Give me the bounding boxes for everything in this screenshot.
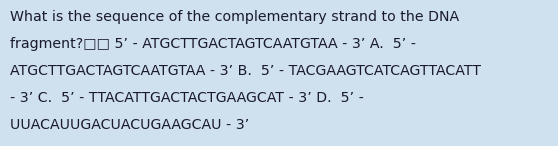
Text: UUACAUUGACUACUGAAGCAU - 3’: UUACAUUGACUACUGAAGCAU - 3’ xyxy=(10,118,249,132)
Text: fragment?□□ 5’ - ATGCTTGACTAGTCAATGTAA - 3’ A.  5’ -: fragment?□□ 5’ - ATGCTTGACTAGTCAATGTAA -… xyxy=(10,37,416,51)
Text: What is the sequence of the complementary strand to the DNA: What is the sequence of the complementar… xyxy=(10,10,459,24)
Text: ATGCTTGACTAGTCAATGTAA - 3’ B.  5’ - TACGAAGTCATCAGTTACATT: ATGCTTGACTAGTCAATGTAA - 3’ B. 5’ - TACGA… xyxy=(10,64,481,78)
Text: - 3’ C.  5’ - TTACATTGACTACTGAAGCAT - 3’ D.  5’ -: - 3’ C. 5’ - TTACATTGACTACTGAAGCAT - 3’ … xyxy=(10,91,364,105)
